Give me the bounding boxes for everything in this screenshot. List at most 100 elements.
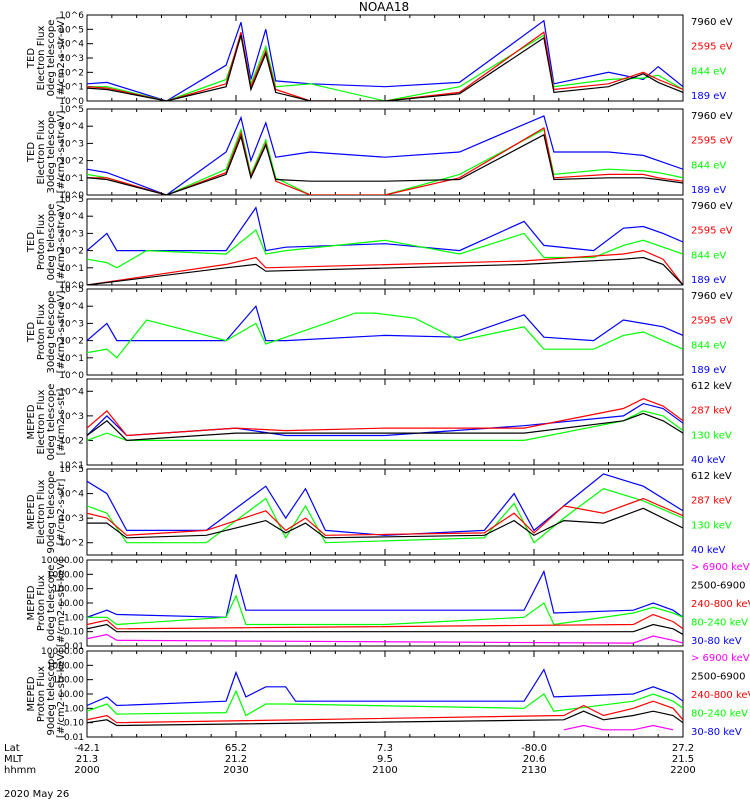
y-axis-label: Proton Flux [36, 575, 47, 631]
legend-entry: 240-800 keV [691, 690, 750, 701]
y-tick-label: 10^3 [59, 319, 84, 329]
y-tick-label: 10^2 [59, 68, 84, 78]
legend-entry: 30-80 keV [691, 636, 742, 647]
y-tick-label: 10^2 [59, 157, 84, 167]
y-tick-label: 10^2 [59, 337, 84, 347]
legend-entry: 189 eV [691, 275, 726, 286]
x-tick-label: 2200 [670, 765, 695, 776]
y-tick-label: 10^4 [59, 212, 84, 222]
legend-entry: 130 keV [691, 430, 732, 441]
y-tick-label: 10^3 [59, 229, 84, 239]
series-line-black [87, 412, 683, 442]
y-tick-label: 10^3 [59, 514, 84, 524]
y-tick-label: 10^3 [59, 412, 84, 422]
y-tick-label: 10^2 [59, 247, 84, 257]
y-axis-label: [#/cm2-s-str-eV] [56, 291, 67, 374]
legend-entry: 2500-6900 [691, 581, 746, 592]
y-axis-label: [#/cm2-s-str-eV] [56, 201, 67, 284]
x-tick-label: 2000 [74, 765, 99, 776]
legend-entry: 40 keV [691, 545, 725, 556]
series-line-blue [87, 473, 683, 536]
legend-entry: 7960 eV [691, 17, 733, 28]
legend-entry: 844 eV [691, 66, 726, 77]
series-line-blue [87, 19, 683, 101]
panel-frame [86, 650, 684, 738]
y-axis-label: Electron Flux [36, 389, 47, 454]
panel-3: 10^0 10^1 10^2 10^3 10^4 10^5 TED Proton Flux 0d… [26, 195, 733, 291]
y-axis-label: 0deg telescope [46, 20, 57, 97]
y-axis-label: 90deg telescope [46, 470, 57, 553]
y-tick-label: 10^4 [59, 387, 84, 397]
panel-4: 10^0 10^1 10^2 10^3 10^4 10^5 TED Proton Flux 30… [26, 285, 733, 381]
series-line-red [87, 613, 683, 630]
series-line-magenta [563, 724, 674, 731]
y-axis-label: 0deg telescope [46, 565, 57, 642]
y-tick-label: 1.00 [64, 613, 84, 623]
legend-entry: 2595 eV [691, 226, 733, 237]
y-axis-label: MEPED [26, 404, 37, 439]
series-line-black [87, 507, 683, 539]
y-axis-label: 0deg telescope [46, 204, 57, 281]
x-tick-label: 2100 [372, 765, 397, 776]
x-tick-label: 2130 [521, 765, 546, 776]
y-tick-label: 10^0 [59, 371, 84, 381]
y-axis-label: [#/cm2-s-str-eV] [56, 17, 67, 100]
y-tick-label: 10.00 [58, 690, 84, 700]
series-line-red [87, 497, 683, 536]
y-tick-label: 10^4 [59, 302, 84, 312]
series-line-black [87, 623, 683, 636]
legend-entry: 130 keV [691, 520, 732, 531]
series-line-blue [87, 206, 683, 252]
series-line-blue [87, 115, 683, 195]
y-tick-label: 10^1 [59, 354, 84, 364]
legend-entry: 80-240 keV [691, 709, 748, 720]
y-tick-label: 10^0 [59, 281, 84, 291]
series-line-black [87, 256, 683, 285]
x-tick-label: 21.5 [672, 754, 694, 765]
legend-entry: 2595 eV [691, 316, 733, 327]
y-axis-label: TED [26, 322, 37, 343]
x-tick-label: -42.1 [74, 743, 100, 754]
y-tick-label: 1000.00 [47, 661, 84, 671]
legend-entry: 189 eV [691, 185, 726, 196]
y-axis-label: Electron Flux [36, 25, 47, 90]
y-axis-label: TED [26, 232, 37, 253]
y-tick-label: 10000.00 [41, 647, 84, 657]
series-line-green [87, 689, 683, 717]
y-tick-label: 10^2 [59, 539, 84, 549]
legend-entry: 844 eV [691, 160, 726, 171]
y-tick-label: 10^0 [59, 97, 84, 107]
y-axis-label: Electron Flux [36, 479, 47, 544]
series-line-green [87, 34, 683, 101]
legend-entry: 240-800 keV [691, 599, 750, 610]
y-tick-label: 10^5 [59, 465, 84, 475]
series-line-red [87, 700, 683, 724]
panel-frame [86, 559, 684, 647]
legend-entry: 40 keV [691, 455, 725, 466]
y-axis-label: Proton Flux [36, 214, 47, 270]
x-tick-label: 9.5 [377, 754, 393, 765]
y-axis-label: [#/cm2-s-str-keV] [56, 650, 67, 738]
series-line-black [87, 710, 683, 727]
y-tick-label: 0.01 [64, 642, 84, 652]
y-axis-label: MEPED [26, 585, 37, 620]
y-axis-label: [#/cm2-s-str] [56, 478, 67, 545]
y-tick-label: 10^3 [59, 139, 84, 149]
legend-entry: 7960 eV [691, 111, 733, 122]
series-line-blue [87, 668, 683, 707]
series-line-green [87, 488, 683, 544]
legend-entry: 80-240 keV [691, 618, 748, 629]
x-tick-label: 21.2 [225, 754, 247, 765]
x-axis-labels: Lat -42.1 65.2 7.3 -80.0 27.2 MLT 21.3 21.2 9.5 20… [4, 743, 696, 776]
y-tick-label: 10^1 [59, 264, 84, 274]
y-tick-label: 0.10 [64, 719, 84, 729]
y-axis-label: TED [26, 142, 37, 163]
y-tick-label: 10^5 [59, 25, 84, 35]
series-line-green [87, 312, 683, 359]
x-tick-label: 7.3 [377, 743, 393, 754]
y-axis-label: Electron Flux [36, 119, 47, 184]
panel-2: 10^0 10^1 10^2 10^3 10^4 10^5 TED Electron Flux… [26, 105, 733, 201]
y-tick-label: 10^5 [59, 285, 84, 295]
y-tick-label: 0.01 [64, 733, 84, 743]
